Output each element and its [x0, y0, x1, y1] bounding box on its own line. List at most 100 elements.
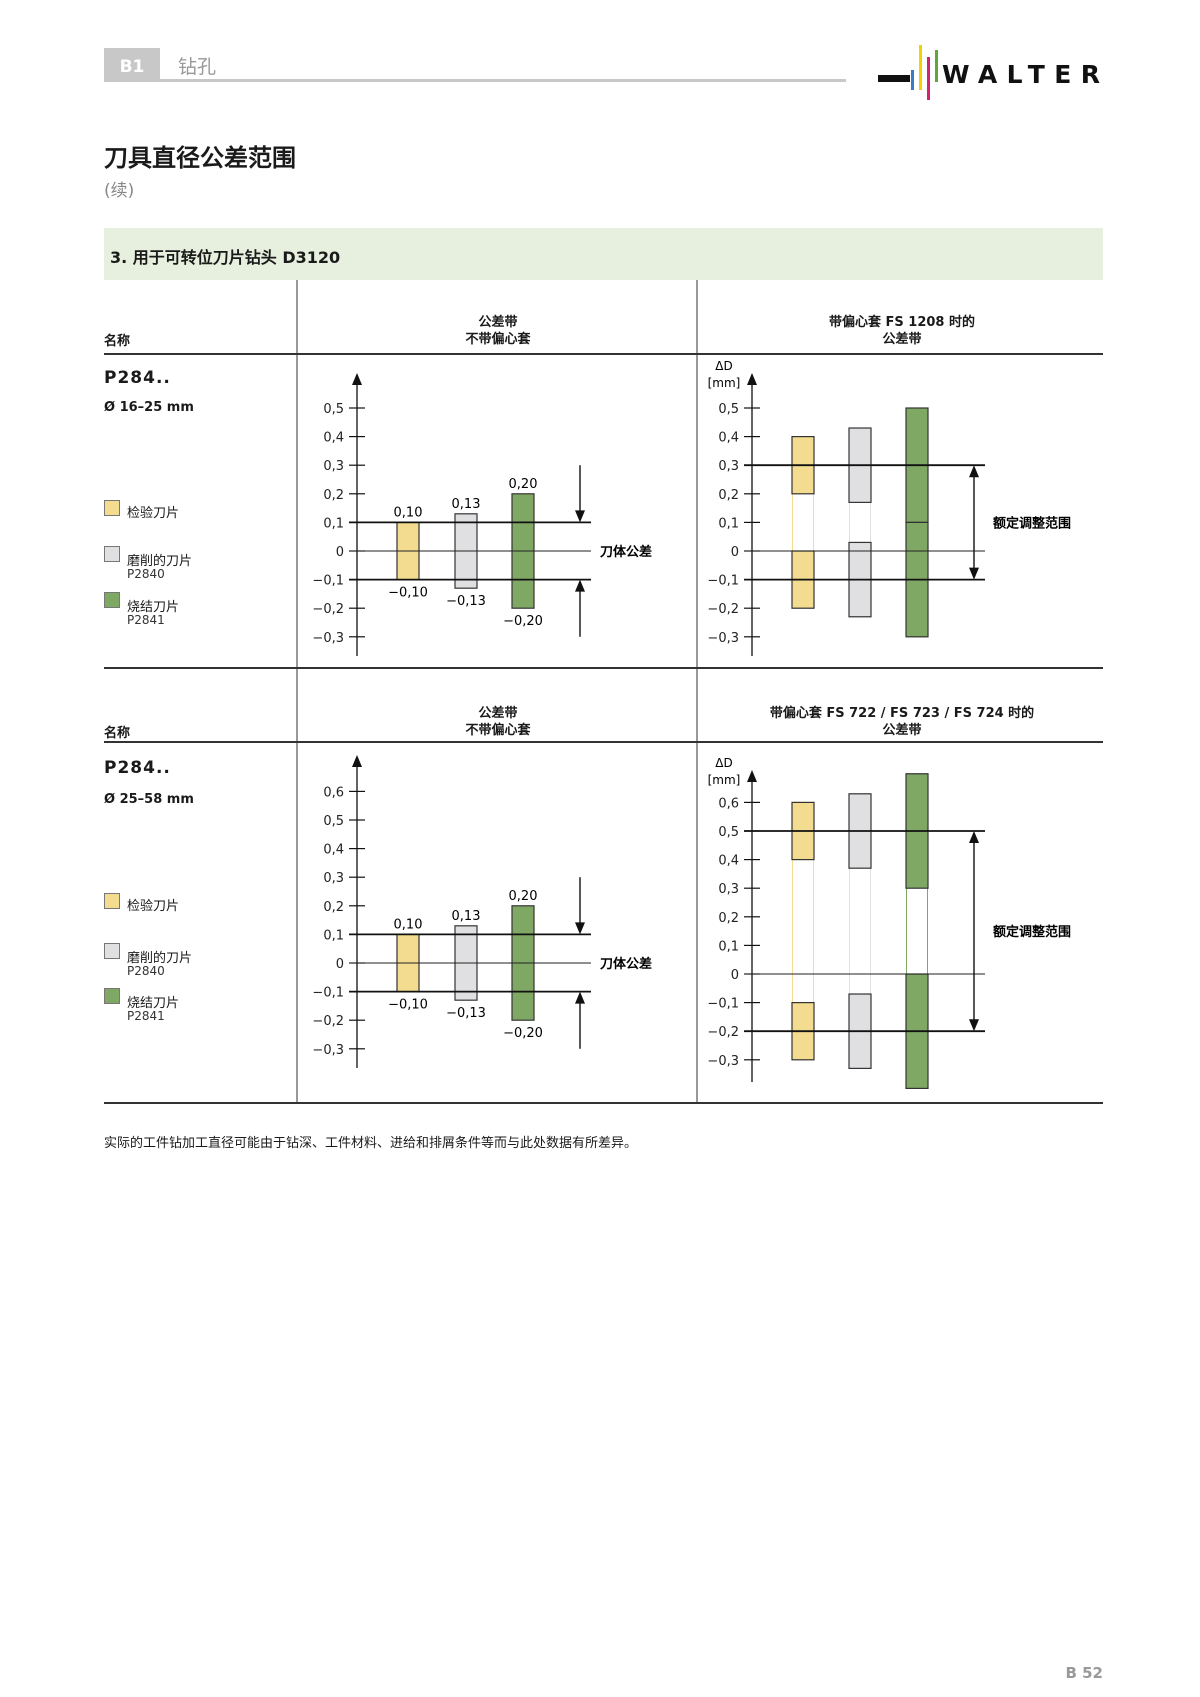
y-axis-label: ΔD	[715, 359, 732, 373]
chart-1: ΔD [mm] 0,5 0,4 0,3 0,2 0,1 0 −0,1 −0,2 −0,3 额定调整范围	[707, 359, 1071, 656]
product-code: P284..	[104, 368, 171, 388]
arrow-up-icon	[575, 579, 585, 592]
page-number: B 52	[1065, 1664, 1103, 1682]
annotation-label: 刀体公差	[600, 956, 652, 972]
y-axis-unit: [mm]	[708, 376, 741, 390]
y-tick-label: −0,2	[707, 1025, 739, 1040]
chapter-tag: B1	[104, 48, 160, 82]
arrow-up-icon	[969, 831, 979, 843]
y-tick-label: 0,6	[718, 796, 739, 811]
y-tick-label: 0,4	[323, 843, 344, 858]
arrow-down-icon	[575, 922, 585, 935]
name-header: 名称	[104, 726, 131, 741]
y-tick-label: −0,3	[707, 631, 739, 646]
y-tick-label: −0,2	[707, 602, 739, 617]
bar-lower-label: −0,20	[503, 1026, 543, 1041]
page-subtitle: (续)	[104, 181, 135, 201]
legend-sublabel: P2841	[127, 613, 165, 627]
arrow-down-icon	[969, 1019, 979, 1032]
legend-swatch-inspection	[104, 500, 120, 516]
diameter-range: Ø 16–25 mm	[104, 400, 194, 415]
annotation-label: 刀体公差	[600, 544, 652, 560]
bar-lower-label: −0,10	[388, 586, 428, 601]
annotation-label: 额定调整范围	[993, 515, 1071, 531]
table-grid	[104, 280, 1103, 1104]
y-tick-label: −0,1	[312, 574, 344, 589]
product-code: P284..	[104, 758, 171, 778]
y-tick-label: 0,2	[323, 488, 344, 503]
y-axis-unit: [mm]	[708, 773, 741, 787]
bar-upper-label: 0,20	[509, 889, 538, 904]
arrow-up-icon	[575, 991, 585, 1004]
diameter-range: Ø 25–58 mm	[104, 792, 194, 807]
y-tick-label: 0	[731, 545, 739, 560]
section-title: 3. 用于可转位刀片钻头 D3120	[110, 248, 341, 267]
col-header-no-sleeve: 公差带 不带偏心套	[465, 315, 531, 347]
y-tick-label: 0,3	[323, 871, 344, 886]
y-tick-label: 0,1	[718, 516, 739, 531]
chapter-title: 钻孔	[178, 56, 217, 78]
legend-swatch-inspection	[104, 893, 120, 909]
y-tick-label: 0	[336, 957, 344, 972]
y-tick-label: 0,4	[718, 431, 739, 446]
y-tick-label: −0,3	[312, 631, 344, 646]
bar-upper-label: 0,13	[452, 497, 481, 512]
bar-upper-label: 0,13	[452, 909, 481, 924]
chart-0: 0,50,40,30,20,10−0,1−0,2−0,30,10−0,100,1…	[312, 373, 652, 656]
y-axis-arrow-icon	[747, 373, 757, 385]
y-tick-label: 0,1	[323, 516, 344, 531]
legend-label: 烧结刀片	[127, 600, 180, 615]
col-header-no-sleeve: 公差带 不带偏心套	[465, 706, 531, 738]
legend-swatch-ground	[104, 943, 120, 959]
y-tick-label: −0,3	[707, 1054, 739, 1069]
legend-swatch-sintered	[104, 988, 120, 1004]
y-tick-label: 0,2	[718, 911, 739, 926]
bar-lower-label: −0,10	[388, 998, 428, 1013]
y-tick-label: 0,3	[323, 459, 344, 474]
arrow-down-icon	[969, 567, 979, 580]
arrow-up-icon	[969, 465, 979, 478]
y-tick-label: 0,5	[718, 402, 739, 417]
y-axis-arrow-icon	[747, 770, 757, 782]
annotation-label: 额定调整范围	[993, 924, 1071, 940]
y-tick-label: 0,5	[718, 825, 739, 840]
chart-2: 0,60,50,40,30,20,10−0,1−0,2−0,30,10−0,10…	[312, 755, 652, 1068]
y-tick-label: 0,1	[718, 939, 739, 954]
header-divider	[104, 79, 846, 82]
legend-label: 烧结刀片	[127, 996, 180, 1011]
bar-lower-label: −0,13	[446, 1006, 486, 1021]
y-tick-label: −0,1	[707, 574, 739, 589]
y-axis-arrow-icon	[352, 373, 362, 385]
y-tick-label: 0,2	[323, 900, 344, 915]
bar-upper-label: 0,20	[509, 477, 538, 492]
y-axis-arrow-icon	[352, 755, 362, 767]
y-tick-label: 0,3	[718, 882, 739, 897]
y-tick-label: 0,4	[718, 854, 739, 869]
legend-label: 检验刀片	[127, 506, 180, 521]
y-axis-label: ΔD	[715, 756, 732, 770]
section-band: 3. 用于可转位刀片钻头 D3120	[104, 228, 1103, 280]
legend-swatch-sintered	[104, 592, 120, 608]
col-header-with-sleeve: 带偏心套 FS 1208 时的 公差带	[828, 315, 975, 347]
legend-label: 检验刀片	[127, 899, 180, 914]
page-title: 刀具直径公差范围	[104, 144, 296, 172]
y-tick-label: 0,1	[323, 928, 344, 943]
col-header-with-sleeve: 带偏心套 FS 722 / FS 723 / FS 724 时的 公差带	[769, 706, 1035, 738]
y-tick-label: −0,1	[707, 997, 739, 1012]
y-tick-label: 0,3	[718, 459, 739, 474]
name-header: 名称	[104, 334, 131, 349]
bar-lower-label: −0,20	[503, 614, 543, 629]
y-tick-label: 0,2	[718, 488, 739, 503]
y-tick-label: −0,3	[312, 1043, 344, 1058]
y-tick-label: 0,6	[323, 785, 344, 800]
bar-upper-label: 0,10	[394, 917, 423, 932]
legend-label: 磨削的刀片	[127, 951, 193, 966]
walter-logo: WALTER	[878, 45, 1100, 100]
y-tick-label: 0	[336, 545, 344, 560]
footnote: 实际的工件钻加工直径可能由于钻深、工件材料、进给和排屑条件等而与此处数据有所差异…	[104, 1136, 638, 1151]
legend-sublabel: P2840	[127, 567, 165, 581]
legend-sublabel: P2840	[127, 964, 165, 978]
legend-label: 磨削的刀片	[127, 554, 193, 569]
arrow-down-icon	[575, 510, 585, 523]
